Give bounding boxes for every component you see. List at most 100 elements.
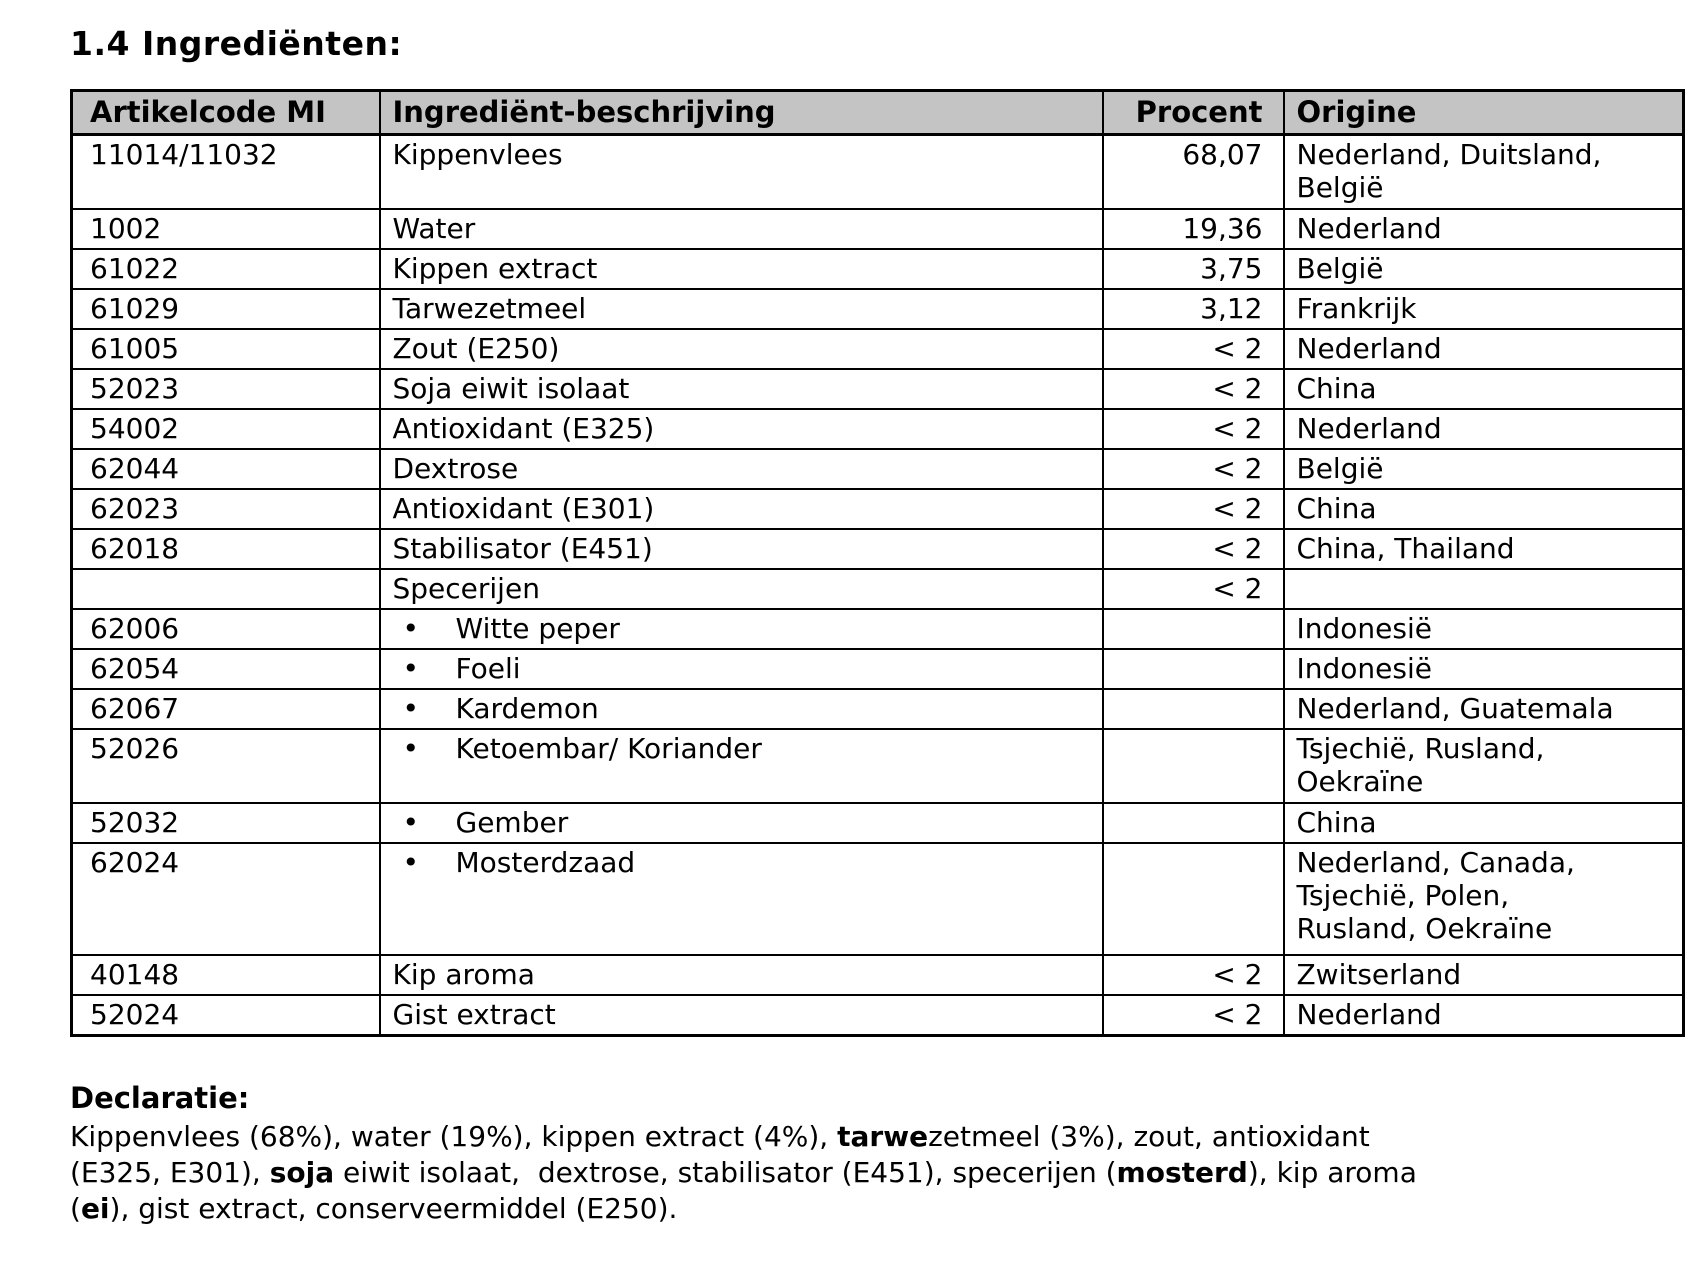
ingredient-label: Mosterdzaad — [455, 845, 636, 879]
cell-beschrijving: Kip aroma — [378, 953, 1104, 996]
declaration-segment: eiwit isolaat, dextrose, stabilisator (E… — [334, 1155, 1117, 1189]
cell-origine: België — [1282, 247, 1685, 290]
cell-artikelcode: 52032 — [70, 801, 381, 844]
declaration-segment: zetmeel (3%), zout, antioxidant (E325, E… — [70, 1119, 1370, 1189]
table-row: 40148 Kip aroma < 2 Zwitserland — [70, 953, 1685, 996]
cell-beschrijving: Kippenvlees — [378, 133, 1104, 210]
cell-origine: China — [1282, 487, 1685, 530]
ingredient-label: Foeli — [455, 651, 521, 685]
ingredients-table: Artikelcode MI Ingrediënt-beschrijving Pro… — [70, 89, 1685, 1037]
cell-origine: Nederland — [1282, 207, 1685, 250]
cell-artikelcode: 52026 — [70, 727, 381, 804]
declaration-segment: ), gist extract, conserveermiddel (E250)… — [109, 1191, 678, 1225]
table-row: 61029 Tarwezetmeel 3,12 Frankrijk — [70, 287, 1685, 330]
table-row: 11014/11032 Kippenvlees 68,07 Nederland, Du… — [70, 133, 1685, 210]
cell-artikelcode: 62067 — [70, 687, 381, 730]
cell-procent — [1101, 687, 1285, 730]
table-row: 54002 Antioxidant (E325) < 2 Nederland — [70, 407, 1685, 450]
cell-artikelcode: 62044 — [70, 447, 381, 490]
cell-beschrijving: Dextrose — [378, 447, 1104, 490]
declaration-segment: Kippenvlees (68%), water (19%), kippen e… — [70, 1119, 838, 1153]
table-row: 62018 Stabilisator (E451) < 2 China, Thaila… — [70, 527, 1685, 570]
cell-artikelcode: 62006 — [70, 607, 381, 650]
cell-artikelcode: 54002 — [70, 407, 381, 450]
cell-artikelcode: 61022 — [70, 247, 381, 290]
cell-beschrijving: Kippen extract — [378, 247, 1104, 290]
cell-origine: Nederland — [1282, 993, 1685, 1036]
cell-procent — [1101, 841, 1285, 956]
cell-artikelcode: 62018 — [70, 527, 381, 570]
allergen-bold-text: soja — [269, 1155, 335, 1189]
table-row: 61022 Kippen extract 3,75 België — [70, 247, 1685, 290]
cell-beschrijving: Stabilisator (E451) — [378, 527, 1104, 570]
bullet-icon: • — [402, 611, 420, 645]
table-row: 62044 Dextrose < 2 België — [70, 447, 1685, 490]
cell-procent: < 2 — [1101, 567, 1285, 610]
cell-origine: Zwitserland — [1282, 953, 1685, 996]
cell-origine: Nederland, Guatemala — [1282, 687, 1685, 730]
cell-origine — [1282, 567, 1685, 610]
allergen-bold-text: ei — [80, 1191, 110, 1225]
cell-origine: Nederland — [1282, 327, 1685, 370]
cell-artikelcode: 40148 — [70, 953, 381, 996]
cell-origine: Indonesië — [1282, 607, 1685, 650]
cell-procent — [1101, 727, 1285, 804]
cell-artikelcode: 61029 — [70, 287, 381, 330]
cell-beschrijving: • Gember — [378, 801, 1104, 844]
table-row: 61005 Zout (E250) < 2 Nederland — [70, 327, 1685, 370]
column-header-col-pct: Procent — [1101, 89, 1285, 136]
ingredient-label: Kardemon — [455, 691, 599, 725]
cell-procent: < 2 — [1101, 407, 1285, 450]
bullet-icon: • — [402, 651, 420, 685]
cell-artikelcode: 62023 — [70, 487, 381, 530]
cell-origine: China — [1282, 367, 1685, 410]
cell-beschrijving: Zout (E250) — [378, 327, 1104, 370]
table-row: 62054 • Foeli Indonesië — [70, 647, 1685, 690]
cell-procent: < 2 — [1101, 447, 1285, 490]
cell-beschrijving: • Foeli — [378, 647, 1104, 690]
table-row: 52026 • Ketoembar/ Koriander Tsjechië, Rusl… — [70, 727, 1685, 804]
bullet-icon: • — [402, 805, 420, 839]
table-row: 52023 Soja eiwit isolaat < 2 China — [70, 367, 1685, 410]
cell-beschrijving: • Mosterdzaad — [378, 841, 1104, 956]
ingredient-label: Ketoembar/ Koriander — [455, 731, 762, 765]
cell-procent: 3,12 — [1101, 287, 1285, 330]
table-row: 52024 Gist extract < 2 Nederland — [70, 993, 1685, 1036]
cell-artikelcode: 62024 — [70, 841, 381, 956]
cell-beschrijving: Soja eiwit isolaat — [378, 367, 1104, 410]
cell-procent — [1101, 607, 1285, 650]
table-row: 62067 • Kardemon Nederland, Guatemala — [70, 687, 1685, 730]
column-header-col-orig: Origine — [1282, 89, 1685, 136]
cell-origine: Indonesië — [1282, 647, 1685, 690]
column-header-col-code: Artikelcode MI — [70, 89, 381, 136]
header-row: Artikelcode MI Ingrediënt-beschrijving Pro… — [70, 89, 1685, 136]
cell-procent: < 2 — [1101, 993, 1285, 1036]
cell-procent: 19,36 — [1101, 207, 1285, 250]
cell-beschrijving: Antioxidant (E325) — [378, 407, 1104, 450]
cell-artikelcode: 1002 — [70, 207, 381, 250]
declaration-heading: Declaratie: — [70, 1080, 250, 1115]
cell-beschrijving: Specerijen — [378, 567, 1104, 610]
allergen-bold-text: tarwe — [837, 1119, 929, 1153]
cell-procent — [1101, 801, 1285, 844]
bullet-icon: • — [402, 691, 420, 725]
cell-origine: China — [1282, 801, 1685, 844]
cell-artikelcode — [70, 567, 381, 610]
cell-procent: 68,07 — [1101, 133, 1285, 210]
cell-artikelcode: 11014/11032 — [70, 133, 381, 210]
cell-origine: China, Thailand — [1282, 527, 1685, 570]
declaration-text: Kippenvlees (68%), water (19%), kippen e… — [70, 1119, 1692, 1227]
cell-artikelcode: 61005 — [70, 327, 381, 370]
cell-beschrijving: • Witte peper — [378, 607, 1104, 650]
table-row: 62023 Antioxidant (E301) < 2 China — [70, 487, 1685, 530]
cell-beschrijving: Gist extract — [378, 993, 1104, 1036]
cell-origine: Nederland, Duitsland, België — [1282, 133, 1685, 210]
table-row: 52032 • Gember China — [70, 801, 1685, 844]
ingredients-table-header: Artikelcode MI Ingrediënt-beschrijving Pro… — [70, 89, 1685, 136]
ingredient-label: Gember — [455, 805, 569, 839]
cell-artikelcode: 62054 — [70, 647, 381, 690]
cell-artikelcode: 52024 — [70, 993, 381, 1036]
page-title: 1.4 Ingrediënten: — [70, 24, 403, 63]
cell-artikelcode: 52023 — [70, 367, 381, 410]
